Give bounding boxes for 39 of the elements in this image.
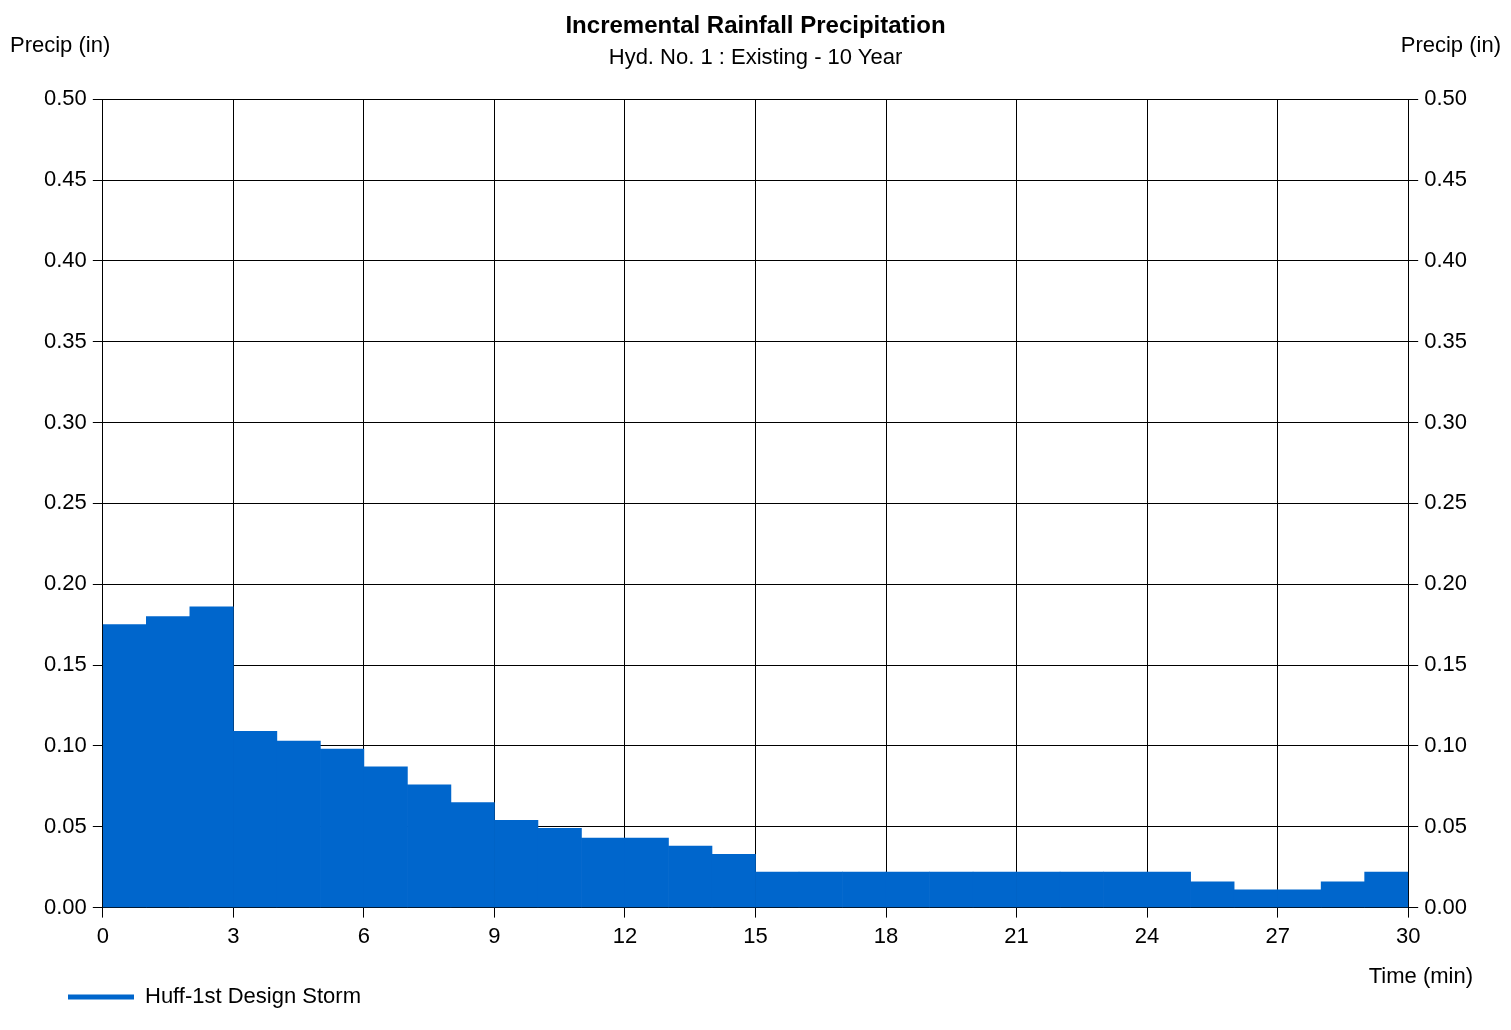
- y-tick-label: 0.30: [43, 408, 87, 434]
- y-tick-label: 0.35: [43, 327, 87, 353]
- x-tick-label: 15: [743, 922, 768, 948]
- y-tick-label: 0.45: [43, 166, 87, 192]
- y-tick-label: 0.05: [43, 812, 87, 838]
- y2-tick-label: 0.10: [1424, 731, 1468, 757]
- y-axis-title: Precip (in): [10, 32, 111, 58]
- y2-tick-label: 0.25: [1424, 489, 1468, 515]
- x-tick-label: 12: [612, 922, 638, 948]
- x-tick-label: 9: [488, 922, 501, 948]
- y2-tick-label: 0.35: [1424, 327, 1468, 353]
- x-tick-label: 24: [1134, 922, 1160, 948]
- y2-tick-label: 0.20: [1424, 570, 1468, 596]
- legend-label: Huff-1st Design Storm: [145, 983, 362, 1009]
- x-tick-label: 0: [96, 922, 109, 948]
- y2-tick-label: 0.15: [1424, 651, 1468, 677]
- y-tick-label: 0.40: [43, 246, 87, 272]
- y-tick-label: 0.50: [43, 85, 87, 111]
- chart-subtitle: Hyd. No. 1 : Existing - 10 Year: [608, 44, 903, 70]
- y-tick-label: 0.10: [43, 731, 87, 757]
- x-axis-title: Time (min): [1368, 962, 1473, 988]
- x-tick-label: 6: [357, 922, 371, 948]
- chart-title: Incremental Rainfall Precipitation: [565, 11, 946, 39]
- y-tick-label: 0.00: [43, 893, 87, 919]
- x-tick-label: 21: [1004, 922, 1029, 948]
- x-tick-label: 18: [873, 922, 899, 948]
- x-tick-label: 27: [1265, 922, 1290, 948]
- y2-tick-label: 0.30: [1424, 408, 1468, 434]
- y2-tick-label: 0.45: [1424, 166, 1468, 192]
- y2-axis-title: Precip (in): [1400, 32, 1501, 58]
- y2-tick-label: 0.40: [1424, 246, 1468, 272]
- y-tick-label: 0.15: [43, 651, 87, 677]
- y-tick-label: 0.20: [43, 570, 87, 596]
- y2-tick-label: 0.00: [1424, 893, 1468, 919]
- y2-tick-label: 0.50: [1424, 85, 1468, 111]
- x-tick-label: 30: [1395, 922, 1421, 948]
- x-tick-label: 3: [227, 922, 240, 948]
- y-tick-label: 0.25: [43, 489, 87, 515]
- y2-tick-label: 0.05: [1424, 812, 1468, 838]
